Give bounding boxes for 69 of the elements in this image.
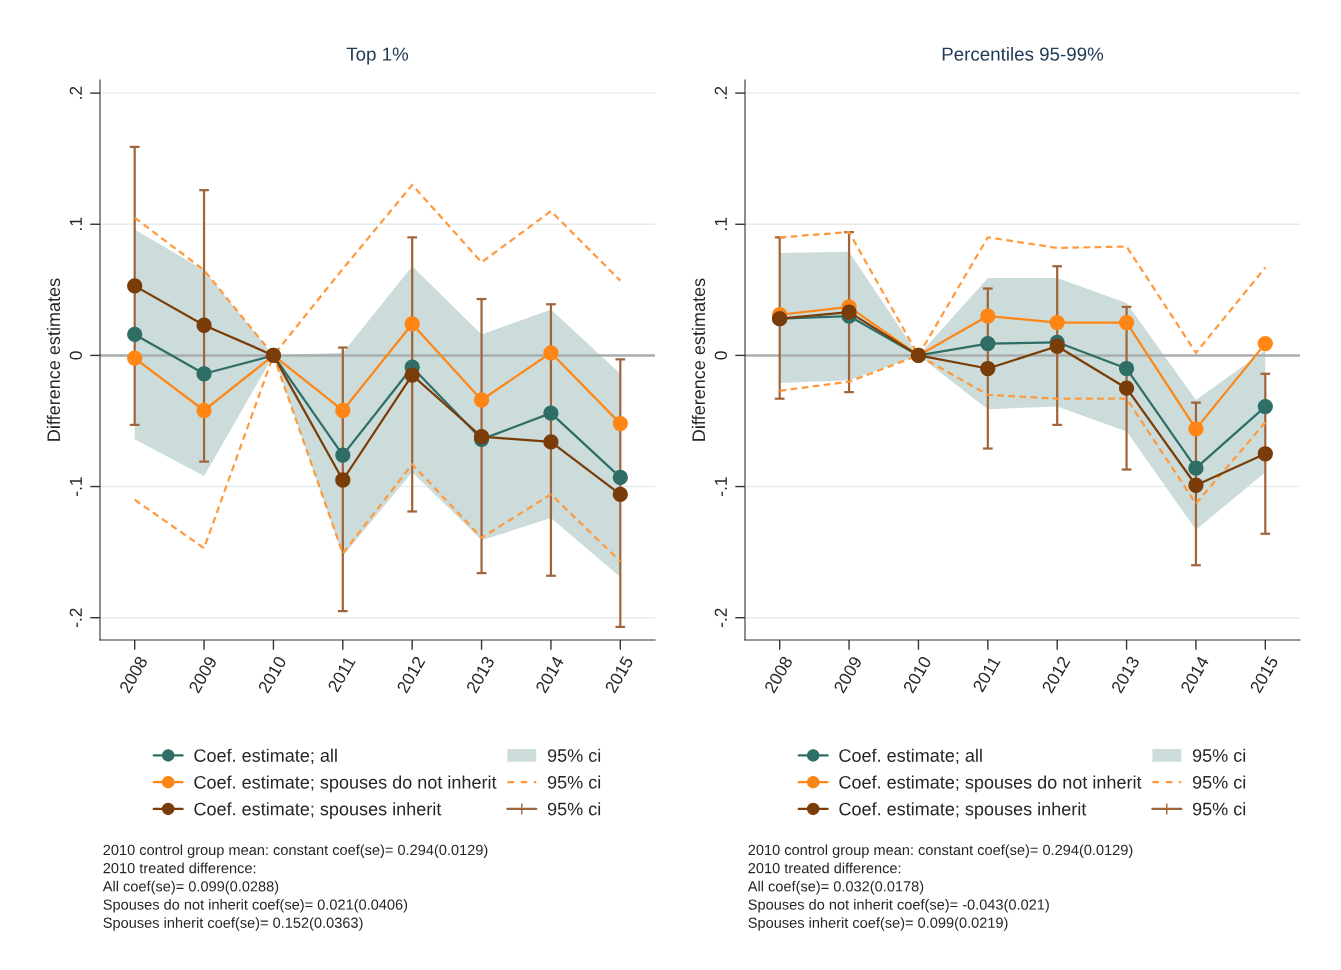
point — [1049, 314, 1065, 331]
point — [1257, 335, 1273, 352]
text: All coef(se)= 0.032(0.0178) — [747, 880, 924, 895]
chart-title: Percentiles 95-99% — [942, 46, 1104, 61]
y-tick-label: .1 — [714, 217, 727, 230]
text: Spouses inherit coef(se)= 0.099(0.0219) — [748, 917, 1008, 931]
text: Spouses do not inherit coef(se)= 0.021(0.0406) — [103, 899, 408, 913]
y-tick-label: .2 — [714, 86, 727, 99]
point — [612, 486, 628, 503]
y-tick-label: .1 — [69, 217, 82, 230]
point — [127, 326, 143, 343]
point — [335, 447, 351, 463]
y-axis-title: Difference estimates — [691, 278, 706, 441]
point — [196, 366, 212, 382]
point — [196, 402, 212, 419]
point — [1118, 360, 1135, 377]
point — [473, 392, 490, 408]
point — [612, 469, 628, 486]
text: 95% ci — [547, 748, 601, 762]
legend-label: Coef. estimate; spouses do not inherit — [194, 775, 497, 793]
point — [980, 360, 996, 377]
text: 2010 control group mean: constant coef(se)= 0.294(0.0129) — [748, 844, 1133, 858]
legend-label: 95% ci — [1192, 775, 1246, 789]
point — [543, 405, 559, 421]
point — [1188, 460, 1204, 476]
y-tick-label: .2 — [69, 86, 82, 99]
legend-label: Coef. estimate; spouses inherit — [194, 802, 442, 819]
text: 2010 treated difference: — [748, 862, 901, 874]
legend-label: Coef. estimate; spouses inherit — [839, 802, 1087, 819]
point — [335, 472, 351, 488]
point — [404, 367, 420, 383]
point — [1257, 446, 1273, 462]
text: 2010 treated difference: — [103, 862, 256, 874]
point — [612, 415, 628, 432]
legend-label: Coef. estimate; all — [194, 748, 337, 765]
point — [980, 308, 996, 324]
point — [1118, 380, 1135, 396]
text: 2010 control group mean: constant coef(se)= 0.294(0.0129) — [103, 844, 488, 858]
point — [404, 316, 420, 332]
text: Spouses inherit coef(se)= 0.152(0.0363) — [103, 917, 363, 931]
point — [980, 335, 996, 352]
legend-label: 95% ci — [547, 775, 601, 789]
y-tick-label: 0 — [714, 351, 727, 360]
point — [1257, 398, 1273, 415]
point — [127, 350, 143, 366]
point — [196, 317, 212, 333]
chart-title: Top 1% — [346, 47, 409, 65]
text: All coef(se)= 0.099(0.0288) — [102, 880, 279, 895]
text: 95% ci — [1192, 802, 1246, 816]
legend-label: Coef. estimate; all — [839, 748, 982, 765]
y-tick-label: -.2 — [714, 608, 727, 628]
y-tick-label: -.1 — [69, 477, 82, 496]
point — [543, 345, 559, 361]
text: 95% ci — [547, 802, 601, 816]
point — [841, 304, 857, 320]
point — [1188, 421, 1204, 437]
legend-label: Coef. estimate; spouses do not inherit — [839, 775, 1142, 793]
y-tick-label: 0 — [69, 351, 82, 360]
point — [335, 402, 351, 419]
point — [543, 434, 559, 450]
point — [1049, 338, 1065, 354]
y-tick-label: -.2 — [69, 608, 82, 628]
text: Spouses do not inherit coef(se)= -0.043(0.021) — [748, 899, 1049, 913]
text: 95% ci — [1192, 748, 1246, 762]
point — [1188, 477, 1204, 493]
y-tick-label: -.1 — [714, 477, 727, 496]
y-axis-title: Difference estimates — [46, 278, 61, 441]
point — [127, 278, 143, 294]
point — [1118, 314, 1135, 331]
